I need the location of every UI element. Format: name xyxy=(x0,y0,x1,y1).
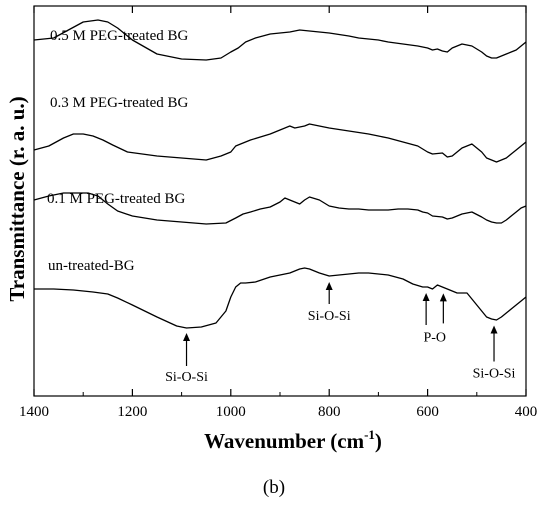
x-axis-title-main: Wavenumber (cm xyxy=(204,429,365,453)
series-lines xyxy=(33,19,527,329)
x-axis-title: Wavenumber (cm-1) xyxy=(204,427,382,453)
series-label-3: 0.1 M PEG-treated BG xyxy=(47,191,185,207)
y-axis-title: Transmittance (r. a. u.) xyxy=(5,96,29,301)
x-tick-label-400: 400 xyxy=(515,404,538,420)
series-line-1 xyxy=(33,19,527,61)
x-axis-title-sup: -1 xyxy=(364,427,375,442)
series-line-2 xyxy=(33,123,527,163)
series-line-4 xyxy=(34,267,527,329)
series-labels: 0.5 M PEG-treated BG 0.3 M PEG-treated BG… xyxy=(47,28,188,274)
series-label-2: 0.3 M PEG-treated BG xyxy=(50,95,188,111)
x-tick-label-1400: 1400 xyxy=(19,404,49,420)
x-tick-label-1000: 1000 xyxy=(216,404,246,420)
peak-annotations: Si-O-Si Si-O-Si P-O Si-O-Si xyxy=(165,282,516,385)
annotation-label-3: P-O xyxy=(423,330,446,345)
annotation-label-1: Si-O-Si xyxy=(165,370,208,385)
x-tick-label-800: 800 xyxy=(318,404,341,420)
annotation-arrow-4 xyxy=(490,325,498,362)
annotation-label-2: Si-O-Si xyxy=(308,309,351,324)
annotation-arrow-2 xyxy=(325,282,333,304)
annotation-arrow-1 xyxy=(183,333,191,366)
annotation-arrow-3a xyxy=(422,293,430,325)
x-axis-tick-labels: 1400 1200 1000 800 600 400 xyxy=(19,404,537,420)
series-line-3 xyxy=(33,192,527,225)
annotation-label-4: Si-O-Si xyxy=(473,367,516,382)
panel-label: (b) xyxy=(263,477,285,498)
series-label-4: un-treated-BG xyxy=(48,258,135,274)
x-tick-label-1200: 1200 xyxy=(117,404,147,420)
annotation-arrow-3b xyxy=(439,293,447,324)
series-label-1: 0.5 M PEG-treated BG xyxy=(50,28,188,44)
x-axis-title-close: ) xyxy=(375,429,382,453)
x-tick-label-600: 600 xyxy=(416,404,439,420)
x-axis-ticks xyxy=(33,6,527,396)
